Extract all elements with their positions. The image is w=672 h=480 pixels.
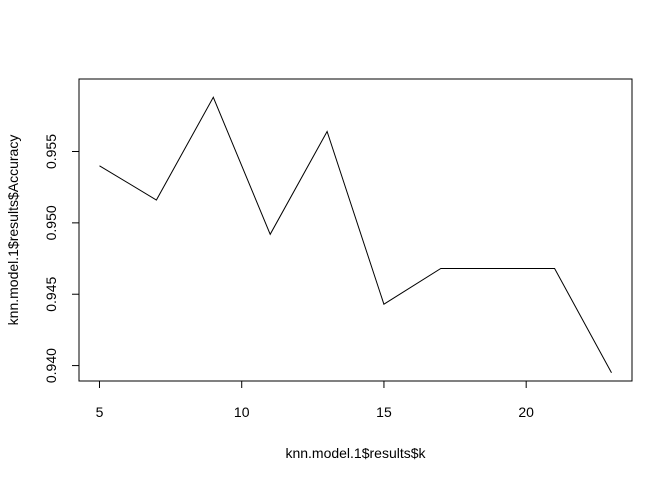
x-axis-label: knn.model.1$results$k <box>285 445 426 461</box>
y-tick-label: 0.945 <box>43 277 59 312</box>
y-axis: 0.940 0.945 0.950 0.955 <box>43 134 80 383</box>
x-tick-label: 10 <box>234 404 250 420</box>
y-tick-label: 0.950 <box>43 205 59 240</box>
y-tick-label: 0.940 <box>43 348 59 383</box>
x-tick-label: 15 <box>376 404 392 420</box>
series-line <box>99 96 612 373</box>
x-tick-label: 20 <box>518 404 534 420</box>
y-axis-label: knn.model.1$results$Accuracy <box>5 135 21 326</box>
x-axis: 5 10 15 20 <box>96 380 534 420</box>
y-tick-label: 0.955 <box>43 134 59 169</box>
x-tick-label: 5 <box>96 404 104 420</box>
